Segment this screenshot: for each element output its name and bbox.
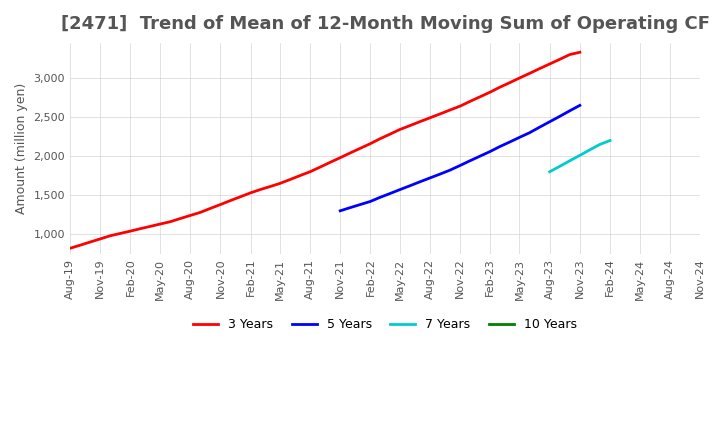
Title: [2471]  Trend of Mean of 12-Month Moving Sum of Operating CF: [2471] Trend of Mean of 12-Month Moving … [60, 15, 709, 33]
Y-axis label: Amount (million yen): Amount (million yen) [15, 83, 28, 214]
Legend: 3 Years, 5 Years, 7 Years, 10 Years: 3 Years, 5 Years, 7 Years, 10 Years [188, 313, 582, 336]
